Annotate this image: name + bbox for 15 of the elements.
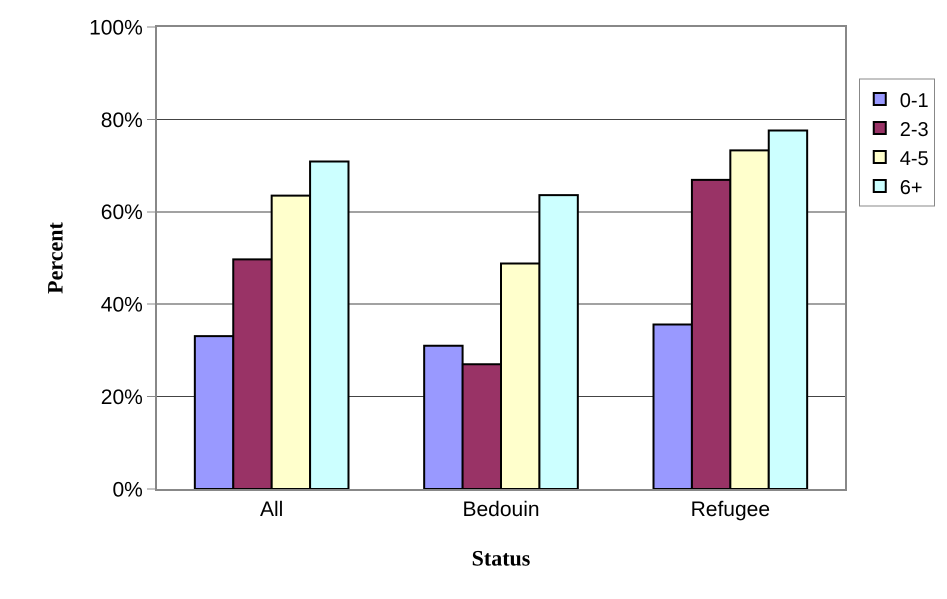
y-tick-label: 20% (100, 386, 143, 409)
x-tick-label: All (260, 498, 284, 522)
y-tick-label: 80% (100, 108, 143, 132)
y-tick-label: 100% (89, 16, 143, 40)
y-tick-label: 0% (112, 478, 143, 502)
y-tick-label: 40% (100, 294, 143, 317)
legend-label: 0-1 (900, 90, 929, 112)
y-axis-title: Percent (42, 222, 68, 294)
legend-label: 4-5 (900, 148, 929, 170)
x-tick-label: Bedouin (462, 498, 540, 522)
x-tick-label: Refugee (690, 498, 770, 522)
legend-label: 2-3 (900, 118, 929, 141)
legend-label: 6+ (900, 176, 923, 199)
x-axis-title: Status (472, 546, 531, 571)
y-tick-label: 60% (100, 201, 143, 224)
